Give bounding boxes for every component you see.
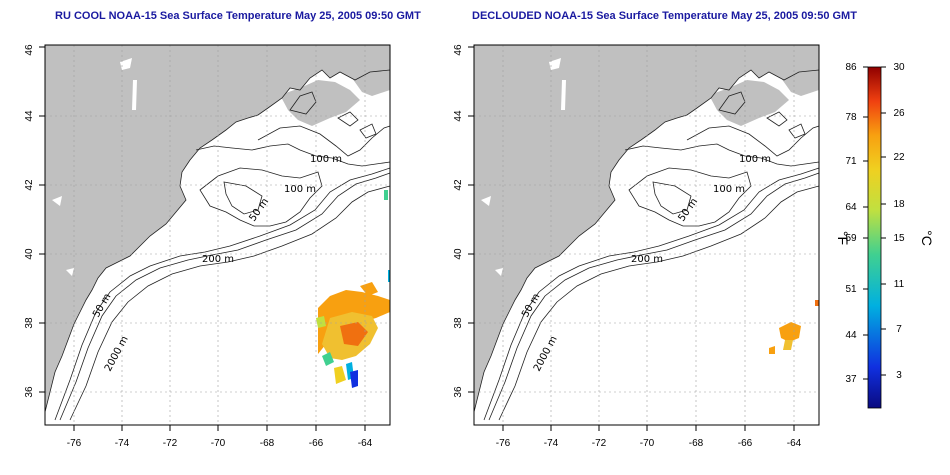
y-tick-label: 44: [24, 110, 35, 122]
celsius-tick: 26: [893, 108, 905, 119]
contour-label: 100 m: [713, 184, 745, 195]
x-tick-label: -66: [738, 438, 753, 449]
celsius-tick: 30: [893, 62, 905, 73]
y-axis-ticks: [39, 46, 45, 393]
fahrenheit-tick: 59: [845, 233, 857, 244]
x-tick-label: -70: [640, 438, 655, 449]
colorbar-ticks: [863, 66, 886, 380]
x-tick-label: -76: [496, 438, 511, 449]
lake: [561, 80, 566, 110]
celsius-tick: 3: [896, 370, 902, 381]
y-tick-label: 42: [453, 179, 464, 191]
fahrenheit-unit-label: °F: [835, 231, 851, 245]
land-mass: [45, 45, 390, 412]
lake: [52, 196, 62, 206]
y-tick-label: 36: [453, 386, 464, 398]
land-mass: [474, 45, 819, 412]
contour-label: 50 m: [247, 196, 271, 223]
y-tick-label: 36: [24, 386, 35, 398]
y-axis-ticks: [468, 46, 474, 393]
celsius-tick: 22: [893, 152, 905, 163]
celsius-tick: 7: [896, 324, 902, 335]
land-nova-scotia: [280, 80, 360, 126]
color-gradient: [867, 66, 882, 409]
fahrenheit-tick: 78: [845, 112, 857, 123]
graticule: [474, 45, 819, 425]
contour-label: 100 m: [284, 184, 316, 195]
x-tick-label: -72: [592, 438, 607, 449]
y-tick-label: 40: [453, 248, 464, 260]
celsius-tick: 18: [893, 199, 905, 210]
contour-label: 50 m: [676, 196, 700, 223]
land-nova-scotia: [709, 80, 789, 126]
contour-label: 200 m: [631, 254, 663, 265]
y-tick-label: 42: [24, 179, 35, 191]
x-tick-label: -64: [358, 438, 373, 449]
lake: [549, 58, 561, 70]
contour-label: 200 m: [202, 254, 234, 265]
contour-label: 50 m: [520, 292, 542, 320]
y-tick-label: 46: [453, 44, 464, 56]
lake: [120, 58, 132, 70]
coastline: [44, 69, 391, 413]
fahrenheit-tick: 51: [845, 284, 857, 295]
lake: [481, 196, 491, 206]
sst-data-patch: [316, 190, 390, 388]
celsius-unit-label: °C: [919, 230, 935, 246]
fahrenheit-tick: 44: [845, 330, 857, 341]
y-tick-label: 44: [453, 110, 464, 122]
x-axis-ticks: [73, 425, 366, 431]
graticule: [45, 45, 390, 425]
x-tick-label: -68: [689, 438, 704, 449]
y-tick-label: 38: [453, 317, 464, 329]
contour-label: 100 m: [310, 154, 342, 165]
lake: [66, 268, 74, 276]
fahrenheit-tick: 37: [845, 374, 857, 385]
contour-label: 2000 m: [532, 334, 560, 373]
x-tick-label: -74: [544, 438, 559, 449]
lake: [495, 268, 503, 276]
right-panel-title: DECLOUDED NOAA-15 Sea Surface Temperatur…: [472, 10, 857, 22]
celsius-tick: 15: [893, 233, 905, 244]
contour-label: 100 m: [739, 154, 771, 165]
x-tick-label: -72: [163, 438, 178, 449]
fahrenheit-tick: 86: [845, 62, 857, 73]
x-axis-ticks: [502, 425, 795, 431]
color-scale-bar: 86 78 71 64 59 51 44 37 30 26 22 18 15 1…: [835, 62, 935, 409]
x-tick-label: -70: [211, 438, 226, 449]
fahrenheit-tick: 71: [845, 156, 857, 167]
coastline: [473, 69, 820, 413]
right-map-panel: 100 m 100 m 50 m 200 m 50 m 2000 m -76 -…: [453, 44, 820, 449]
x-tick-label: -64: [787, 438, 802, 449]
x-tick-label: -74: [115, 438, 130, 449]
sst-data-patch: [769, 300, 819, 354]
celsius-tick: 11: [894, 279, 905, 290]
y-tick-label: 38: [24, 317, 35, 329]
fahrenheit-tick: 64: [845, 202, 857, 213]
y-tick-label: 40: [24, 248, 35, 260]
x-tick-label: -66: [309, 438, 324, 449]
x-tick-label: -76: [67, 438, 82, 449]
left-panel-title: RU COOL NOAA-15 Sea Surface Temperature …: [55, 10, 421, 22]
contour-label: 50 m: [91, 292, 113, 320]
contour-label: 2000 m: [103, 334, 131, 373]
y-tick-label: 46: [24, 44, 35, 56]
lake: [132, 80, 137, 110]
x-tick-label: -68: [260, 438, 275, 449]
left-map-panel: 100 m 100 m 50 m 200 m 50 m 2000 m -76 -…: [24, 44, 391, 449]
